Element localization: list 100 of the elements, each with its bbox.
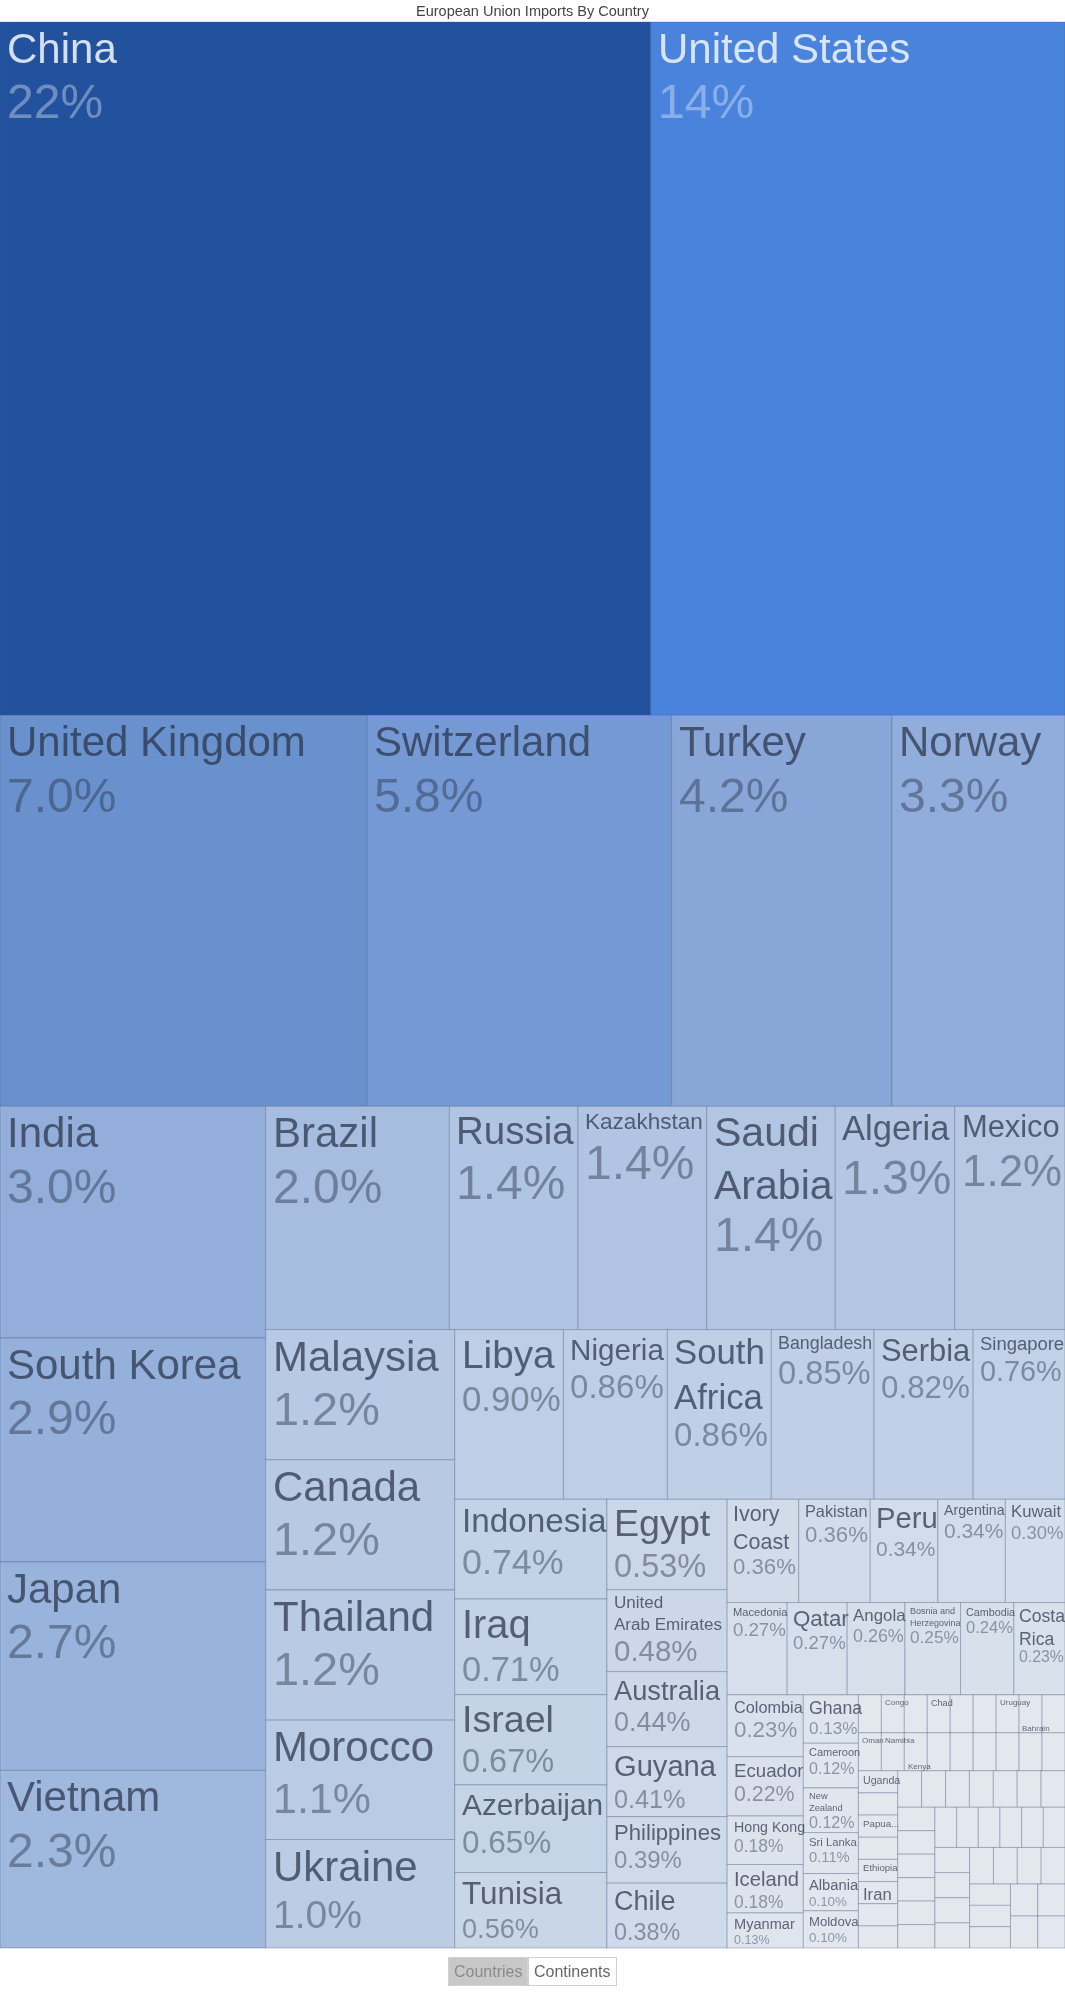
category-label: Namibia [885,1736,915,1745]
data-label: 0.76% [980,1355,1062,1387]
category-label: Malaysia [273,1333,440,1380]
category-label: Congo [885,1698,910,1707]
data-label: 0.39% [614,1846,682,1873]
category-label: Turkey [679,718,806,765]
category-label: Moldova [809,1914,860,1929]
category-label: Sri Lanka [809,1836,858,1848]
category-label: Serbia [881,1333,972,1368]
data-label: 1.2% [273,1643,380,1695]
data-label: 0.36% [733,1554,796,1579]
data-label: 0.13% [809,1719,858,1738]
category-label: Algeria [842,1109,951,1147]
data-label: 0.11% [809,1849,850,1865]
category-label: Thailand [273,1593,435,1640]
data-label: 0.34% [876,1537,936,1560]
data-label: 0.67% [462,1743,555,1779]
text: European Union Imports By Country [416,3,650,20]
data-label: 3.3% [899,769,1009,822]
data-label: 0.82% [881,1370,970,1405]
category-label: Kazakhstan [585,1109,703,1134]
category-label: Australia [614,1675,721,1706]
category-label: Libya [462,1333,556,1376]
data-label: 0.41% [614,1785,686,1813]
category-label: Myanmar [734,1916,795,1932]
data-label: 1.4% [585,1136,695,1189]
category-label: Morocco [273,1723,435,1770]
data-label: 0.24% [966,1618,1014,1637]
category-label: United Arab Emirates [614,1593,722,1635]
category-label: Ethiopia [863,1862,899,1873]
category-label: Switzerland [374,718,592,765]
category-label: Indonesia [462,1502,607,1539]
category-label: Bangladesh [778,1333,873,1353]
data-label: 0.36% [805,1522,868,1547]
data-label: 4.2% [679,769,789,822]
data-label: 2.0% [273,1160,383,1213]
data-label: 3.0% [7,1160,117,1213]
data-label: 0.23% [1019,1648,1064,1665]
category-label: India [7,1109,99,1156]
data-label: 0.85% [778,1354,871,1391]
category-label: Costa Rica [1019,1606,1065,1649]
category-label: Oman [862,1736,884,1745]
data-label: 0.18% [734,1892,784,1912]
category-label: Papua... [863,1818,900,1829]
category-label: Ivory Coast [733,1502,790,1554]
category-label: Israel [462,1698,554,1740]
data-label: 0.38% [614,1919,681,1945]
category-label: Argentina [944,1502,1005,1518]
data-label: 1.2% [273,1383,380,1435]
data-label: 0.13% [734,1933,770,1947]
category-label: South Africa [674,1333,765,1417]
data-label: 0.10% [809,1930,848,1945]
data-label: 0.26% [853,1626,904,1646]
category-label: Ghana [809,1698,863,1718]
category-label: Vietnam [7,1773,161,1820]
data-label: 0.71% [462,1650,560,1688]
category-label: Bosnia and Herzegovina [910,1606,962,1628]
data-label: 22% [7,75,104,128]
category-label: South Korea [7,1341,242,1388]
data-label: 0.25% [910,1627,959,1647]
category-label: Peru [876,1502,938,1534]
data-label: 0.65% [462,1824,552,1860]
data-label: 0.86% [674,1416,768,1453]
category-label: Chad [931,1698,953,1708]
data-label: 1.2% [962,1146,1063,1195]
category-label: Mexico [962,1109,1060,1144]
data-label: 2.7% [7,1615,117,1668]
category-label: Iceland [734,1868,800,1890]
category-label: Iran [863,1885,892,1904]
data-label: 0.34% [944,1519,1004,1542]
data-label: 0.27% [793,1632,846,1653]
category-label: Azerbaijan [462,1788,604,1821]
category-label: Qatar [793,1606,850,1631]
category-label: Angola [853,1606,907,1625]
category-label: Philippines [614,1820,722,1845]
category-label: Canada [273,1463,421,1510]
data-label: 0.23% [734,1717,798,1742]
data-label: 0.30% [1011,1522,1064,1543]
data-label: 1.1% [273,1774,371,1822]
data-label: 1.3% [842,1151,952,1204]
category-label: Russia [456,1109,575,1152]
category-label: China [7,25,118,72]
data-label: 0.27% [733,1619,786,1640]
data-label: 0.22% [734,1782,795,1806]
data-label: 7.0% [7,769,117,822]
data-label: 2.9% [7,1391,117,1444]
category-label: Kenya [908,1762,932,1771]
data-label: 1.4% [714,1208,824,1261]
category-label: Ukraine [273,1843,418,1890]
category-label: Hong Kong [734,1819,806,1835]
category-label: Macedonia [733,1606,789,1618]
category-label: Cameroon [809,1746,861,1758]
category-label: Pakistan [805,1502,868,1520]
category-label: Chile [614,1886,676,1916]
category-label: Tunisia [462,1876,563,1911]
category-label: Norway [899,718,1042,765]
category-label: United Kingdom [7,718,306,765]
category-label: Nigeria [570,1333,665,1366]
category-label: Brazil [273,1109,379,1156]
data-label: 0.12% [809,1759,855,1777]
